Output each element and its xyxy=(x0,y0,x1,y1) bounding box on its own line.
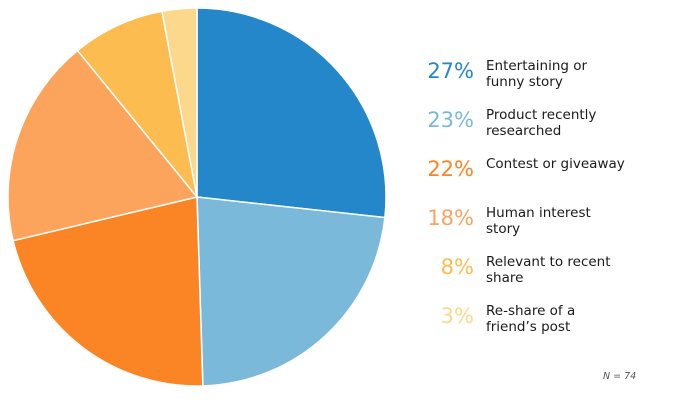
pie-chart xyxy=(7,7,387,387)
pie-slice-3 xyxy=(12,196,204,387)
legend-item-4: 18% Human interest story xyxy=(418,205,668,254)
pie-slice-6 xyxy=(161,7,198,198)
chart-legend: 27% Entertaining or funny story 23% Product … xyxy=(418,58,668,352)
legend-label: Product recently researched xyxy=(486,107,597,139)
legend-percent: 18% xyxy=(427,206,474,230)
legend-label: Contest or giveaway xyxy=(486,156,625,172)
legend-percent: 3% xyxy=(440,304,474,328)
legend-label: Re-share of a friend’s post xyxy=(486,303,576,335)
legend-percent: 22% xyxy=(427,157,474,181)
pie-slice-4 xyxy=(7,49,199,242)
legend-item-5: 8% Relevant to recent share xyxy=(418,254,668,303)
legend-item-2: 23% Product recently researched xyxy=(418,107,668,156)
legend-label: Entertaining or funny story xyxy=(486,58,588,90)
legend-item-3: 22% Contest or giveaway xyxy=(418,156,668,205)
pie-slice-2 xyxy=(196,196,386,387)
legend-percent: 8% xyxy=(440,255,474,279)
legend-percent: 27% xyxy=(427,59,474,83)
legend-item-6: 3% Re-share of a friend’s post xyxy=(418,303,668,352)
legend-label: Relevant to recent share xyxy=(486,254,611,286)
pie-slice-5 xyxy=(76,10,198,198)
legend-label: Human interest story xyxy=(486,205,591,237)
sample-size-note: N = 74 xyxy=(603,371,637,382)
legend-percent: 23% xyxy=(427,108,474,132)
legend-item-1: 27% Entertaining or funny story xyxy=(418,58,668,107)
pie-slice-1 xyxy=(196,7,387,219)
